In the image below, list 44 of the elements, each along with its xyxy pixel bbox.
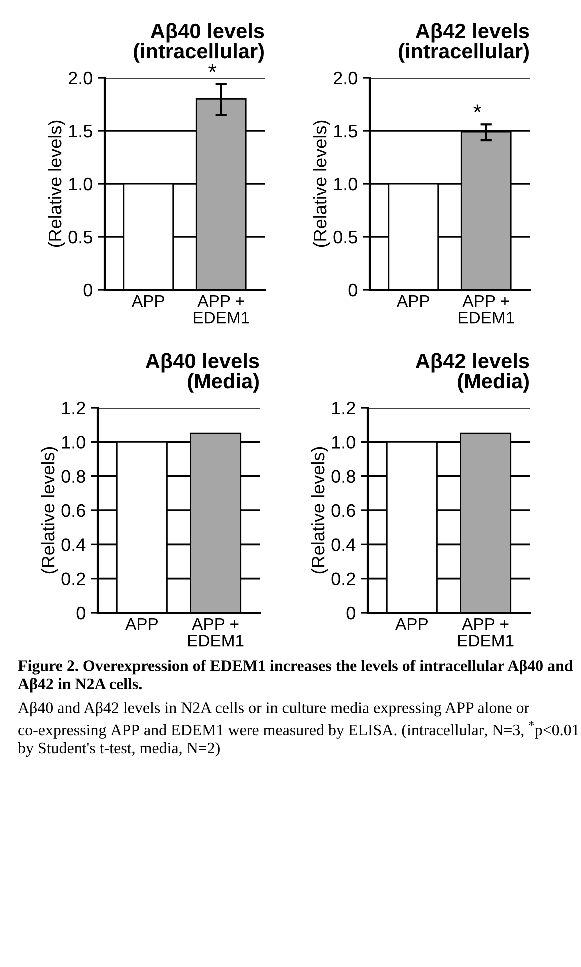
x-tick-label: APP [396,295,430,307]
x-tick-label: APP [396,618,428,630]
chart-title: Aβ42 levels (Media) [416,353,530,393]
y-tick-label: 0.6 [62,504,86,518]
y-tick-label: 0 [346,606,356,620]
x-tick-label: APP + EDEM1 [458,618,514,647]
y-tick-label: 1.2 [332,402,356,415]
y-tick-label: 0.8 [332,470,356,484]
y-tick-label: 0.4 [62,538,86,552]
y-axis-title: (Relative levels) [313,120,330,248]
x-tick-label: APP [126,618,158,630]
y-tick-label: 1.0 [69,178,92,191]
x-tick-label: APP + EDEM1 [188,618,244,647]
y-axis-title: (Relative levels) [311,447,328,574]
x-tick-label: APP + EDEM1 [459,295,514,324]
y-tick-label: 0.6 [332,504,356,518]
y-tick-label: 0.2 [62,572,86,586]
y-tick-label: 2.0 [69,72,92,85]
text: Aβ40 and Aβ42 levels in N2A cells or in culture media expressing APP alone or co-expressing APP and EDEM1 were measured by ELISA. (intracellular, N=3, $^{*}$p<0.01 by Student's t-test, media, N=2) [18,702,579,757]
y-tick-label: 1.5 [69,125,92,138]
caption: Figure 2. Overexpression of EDEM1 increases the levels of intracellular Aβ40 and Aβ42 in N2A cells. [18,660,574,693]
y-tick-label: 1.0 [332,436,356,449]
y-tick-label: 0 [348,284,358,297]
x-tick-label: APP + EDEM1 [194,295,250,324]
y-tick-label: 2.0 [334,72,358,85]
y-tick-label: 1.5 [334,125,358,138]
y-tick-label: 0.8 [62,470,86,484]
y-tick-label: 1.0 [62,436,86,449]
chart-title: Aβ40 levels (intracellular) [134,23,264,63]
y-tick-label: 0.5 [334,230,358,244]
y-tick-label: 0.4 [332,538,356,552]
annotation: * [208,64,217,72]
y-tick-label: 0 [84,284,92,297]
x-tick-label: APP [132,295,164,307]
y-axis-title: (Relative levels) [48,120,66,248]
chart-title: Aβ42 levels (intracellular) [399,23,530,63]
y-tick-label: 0 [76,606,86,620]
chart-title: Aβ40 levels (Media) [146,353,260,393]
y-tick-label: 0.2 [332,572,356,586]
y-axis-title: (Relative levels) [41,447,58,574]
y-tick-label: 1.2 [62,402,86,415]
y-tick-label: 0.5 [68,230,92,244]
annotation: * [474,104,482,113]
y-tick-label: 1.0 [334,178,358,191]
